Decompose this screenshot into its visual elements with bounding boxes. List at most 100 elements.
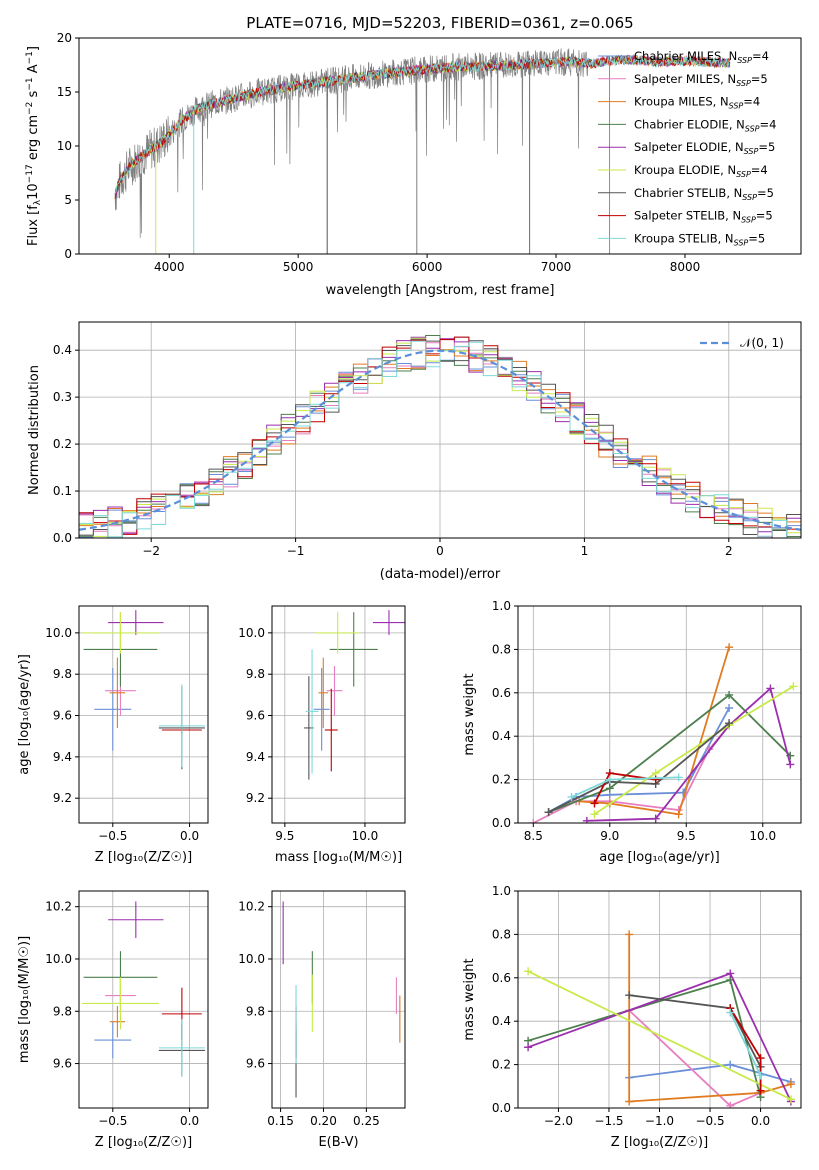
- y-axis-label: mass weight: [462, 958, 477, 1040]
- plot-area: [304, 610, 405, 780]
- series-line-chabrier_elodie: [548, 693, 791, 813]
- x-axis-label: mass [log₁₀(M/M☉)]: [275, 850, 402, 865]
- y-tick-label: 9.6: [53, 1057, 72, 1071]
- legend-label: Salpeter ELODIE, NSSP=5: [634, 140, 775, 156]
- x-tick-label: −0.5: [695, 1114, 724, 1128]
- y-tick-label: 0.2: [53, 437, 72, 451]
- marker-salpeter_elodie: [651, 814, 660, 823]
- marker-chabrier_stelib: [625, 991, 634, 1000]
- plot-area: [282, 901, 401, 1098]
- x-tick-label: −1: [287, 544, 305, 558]
- marker-salpeter_elodie: [786, 760, 795, 769]
- y-tick-label: 10.0: [45, 952, 72, 966]
- axes-frame: [78, 890, 209, 1109]
- y-axis-label: mass [log₁₀(M/M☉)]: [17, 936, 32, 1063]
- marker-chabrier_elodie: [725, 690, 734, 699]
- legend-label: Chabrier MILES, NSSP=4: [634, 49, 769, 65]
- x-tick-label: −1.0: [645, 1114, 674, 1128]
- series-line-kroupa_elodie: [593, 685, 794, 816]
- legend-label: Kroupa MILES, NSSP=4: [634, 95, 760, 111]
- x-tick-label: 10.0: [352, 829, 379, 843]
- marker-kroupa_miles: [786, 1080, 795, 1089]
- x-tick-label: −2.0: [544, 1114, 573, 1128]
- x-tick-label: 4000: [154, 260, 185, 274]
- x-tick-label: 8000: [670, 260, 701, 274]
- massweight_vs_age-axes: 8.5 9.0 9.5 10.0 0.0 0.2 0.4 0.6 0.8 1.0 age [log₁…: [462, 599, 802, 865]
- axes-frame: [78, 37, 802, 255]
- y-tick-label: 0: [64, 247, 72, 261]
- spectrum-axes: 4000 5000 6000 7000 8000 0 5 10 15 20 PLATE=0716, …: [25, 14, 802, 298]
- x-tick-label: 6000: [412, 260, 443, 274]
- marker-kroupa_elodie: [524, 967, 533, 976]
- y-tick-label: 10.0: [238, 626, 265, 640]
- y-tick-label: 9.6: [53, 709, 72, 723]
- legend-label: Salpeter MILES, NSSP=5: [634, 72, 768, 88]
- mass_vs_Z-axes: −0.5 0.0 9.6 9.8 10.0 10.2 Z [log₁₀(Z/Z☉)] mass…: [17, 890, 209, 1150]
- marker-kroupa_stelib: [567, 792, 576, 801]
- series-line-kroupa_miles: [628, 934, 792, 1103]
- y-tick-label: 9.8: [53, 1004, 72, 1018]
- y-tick-label: 9.4: [246, 750, 265, 764]
- plot-area: [82, 901, 205, 1077]
- y-tick-label: 0.2: [492, 1058, 511, 1072]
- x-axis-label: wavelength [Angstrom, rest frame]: [326, 283, 555, 298]
- marker-kroupa_stelib: [605, 775, 614, 784]
- series-line-salpeter_miles: [532, 724, 730, 823]
- legend-label: Chabrier ELODIE, NSSP=4: [634, 117, 776, 133]
- y-tick-label: 10: [57, 139, 72, 153]
- y-tick-label: 9.2: [53, 791, 72, 805]
- legend-label: Kroupa ELODIE, NSSP=4: [634, 163, 768, 179]
- x-tick-label: 9.5: [677, 829, 696, 843]
- y-tick-label: 9.4: [53, 750, 72, 764]
- x-tick-label: 8.5: [524, 829, 543, 843]
- plot-area: [529, 643, 798, 823]
- x-tick-label: 10.0: [749, 829, 776, 843]
- y-tick-label: 0.3: [53, 390, 72, 404]
- y-tick-label: 15: [57, 85, 72, 99]
- series-line-kroupa_elodie: [527, 970, 792, 1101]
- age_vs_Z-axes: −0.5 0.0 9.2 9.4 9.6 9.8 10.0 Z [log₁₀(Z/Z☉)] ag…: [17, 605, 209, 865]
- y-tick-label: 1.0: [492, 599, 511, 613]
- x-tick-label: 9.5: [275, 829, 294, 843]
- marker-kroupa_miles: [725, 643, 734, 652]
- y-tick-label: 9.8: [53, 667, 72, 681]
- marker-salpeter_elodie: [726, 969, 735, 978]
- y-axis-label: mass weight: [462, 673, 477, 755]
- y-tick-label: 0.6: [492, 686, 511, 700]
- x-tick-label: −1.5: [594, 1114, 623, 1128]
- marker-kroupa_stelib: [674, 773, 683, 782]
- y-tick-label: 9.6: [246, 1057, 265, 1071]
- y-tick-label: 0.2: [492, 773, 511, 787]
- marker-kroupa_elodie: [786, 1095, 795, 1104]
- axes-frame: [78, 605, 209, 824]
- x-tick-label: −2: [142, 544, 160, 558]
- plot-area: [114, 48, 731, 254]
- marker-kroupa_stelib: [756, 1071, 765, 1080]
- x-axis-label: Z [log₁₀(Z/Z☉)]: [611, 1135, 708, 1150]
- y-tick-label: 0.0: [492, 1101, 511, 1115]
- x-tick-label: 0.20: [310, 1114, 337, 1128]
- y-tick-label: 0.0: [492, 816, 511, 830]
- x-axis-label: Z [log₁₀(Z/Z☉)]: [95, 1135, 192, 1150]
- y-tick-label: 0.0: [53, 531, 72, 545]
- mass_vs_ebv-axes: 0.15 0.20 0.25 9.6 9.8 10.0 10.2 E(B-V): [238, 890, 406, 1150]
- marker-salpeter_elodie: [524, 1043, 533, 1052]
- marker-salpeter_stelib: [590, 799, 599, 808]
- marker-chabrier_stelib: [544, 808, 553, 817]
- marker-kroupa_stelib: [726, 1008, 735, 1017]
- y-tick-label: 0.1: [53, 484, 72, 498]
- y-tick-label: 0.4: [492, 729, 511, 743]
- marker-salpeter_miles: [726, 1101, 735, 1108]
- x-tick-label: −0.5: [98, 1114, 127, 1128]
- y-tick-label: 0.8: [492, 642, 511, 656]
- marker-salpeter_elodie: [582, 816, 591, 823]
- x-tick-label: 0.25: [353, 1114, 380, 1128]
- marker-kroupa_elodie: [590, 810, 599, 819]
- axes-frame: [78, 321, 802, 539]
- x-tick-label: −0.5: [98, 829, 127, 843]
- y-tick-label: 20: [57, 31, 72, 45]
- x-tick-label: 0.0: [180, 1114, 199, 1128]
- marker-salpeter_stelib: [756, 1086, 765, 1095]
- x-tick-label: 9.0: [600, 829, 619, 843]
- legend-label: Kroupa STELIB, NSSP=5: [634, 231, 765, 247]
